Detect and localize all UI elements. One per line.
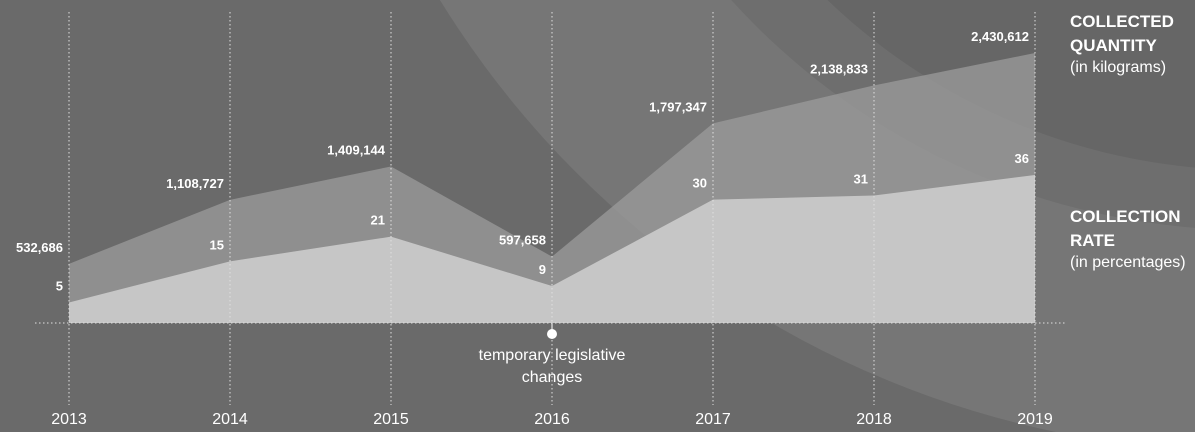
data-label: 21: [371, 213, 385, 228]
x-tick-label: 2015: [373, 411, 409, 428]
x-tick-label: 2013: [51, 411, 87, 428]
data-label: 30: [693, 176, 707, 191]
data-label: 36: [1015, 151, 1029, 166]
data-label: 31: [854, 172, 868, 187]
data-label: 2,430,612: [971, 29, 1029, 44]
legend-note: (in percentages): [1070, 254, 1186, 271]
data-label: 5: [56, 278, 63, 293]
legend-label: COLLECTED QUANTITY: [1070, 12, 1174, 55]
legend-label: COLLECTION RATE: [1070, 207, 1181, 250]
x-tick-label: 2017: [695, 411, 731, 428]
x-tick-label: 2016: [534, 411, 570, 428]
x-tick-label: 2018: [856, 411, 892, 428]
annotation-dot: [547, 329, 557, 339]
data-label: 1,409,144: [327, 142, 386, 157]
legend-rate: COLLECTION RATE (in percentages): [1070, 205, 1188, 273]
x-tick-label: 2014: [212, 411, 248, 428]
data-label: 9: [539, 262, 546, 277]
area: [69, 175, 1035, 323]
data-label: 2,138,833: [810, 61, 868, 76]
legend-quantity: COLLECTED QUANTITY (in kilograms): [1070, 10, 1188, 78]
data-label: 1,797,347: [649, 99, 707, 114]
data-label: 597,658: [499, 233, 546, 248]
legend-note: (in kilograms): [1070, 59, 1167, 76]
annotation: temporary legislative changes: [478, 347, 626, 386]
data-label: 532,686: [16, 240, 63, 255]
data-label: 15: [210, 237, 224, 252]
x-tick-label: 2019: [1017, 411, 1053, 428]
data-label: 1,108,727: [166, 176, 224, 191]
